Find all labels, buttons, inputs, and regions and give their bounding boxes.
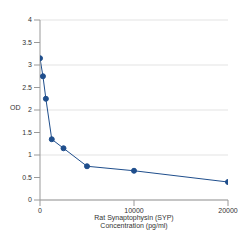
svg-text:OD: OD [10, 104, 21, 111]
svg-text:0: 0 [28, 196, 32, 203]
svg-text:0: 0 [38, 207, 42, 214]
svg-text:Rat Synaptophysin (SYP)Concent: Rat Synaptophysin (SYP)Concentration (pg… [94, 214, 173, 230]
svg-text:0.5: 0.5 [22, 174, 32, 181]
svg-text:3.5: 3.5 [22, 39, 32, 46]
svg-text:4: 4 [28, 16, 32, 23]
svg-text:1.5: 1.5 [22, 129, 32, 136]
svg-text:2.5: 2.5 [22, 84, 32, 91]
svg-text:2: 2 [28, 106, 32, 113]
svg-text:1: 1 [28, 151, 32, 158]
svg-text:3: 3 [28, 61, 32, 68]
svg-text:10000: 10000 [124, 207, 144, 214]
svg-text:20000: 20000 [218, 207, 238, 214]
